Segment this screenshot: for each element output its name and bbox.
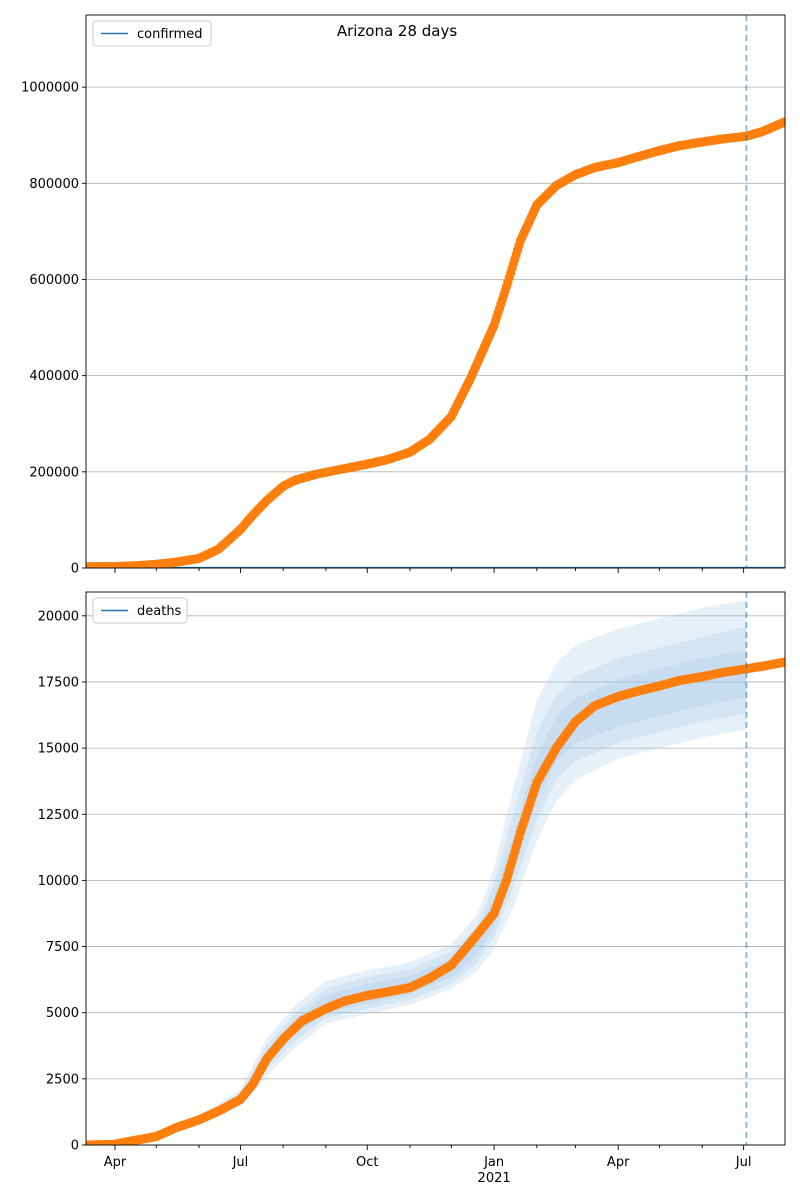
y-tick-label: 800000 — [29, 177, 79, 192]
legend-box — [92, 597, 188, 624]
y-tick-label: 5000 — [46, 1006, 79, 1021]
y-tick-label: 1000000 — [21, 81, 79, 96]
y-tick-label: 400000 — [29, 369, 79, 384]
x-tick-label: Jul — [735, 1155, 752, 1170]
legend-label: deaths — [137, 604, 182, 619]
x-tick-label: Oct — [356, 1155, 378, 1170]
y-tick-label: 0 — [71, 1139, 79, 1154]
x-tick-label: Jan — [483, 1155, 504, 1170]
observed-point — [780, 657, 785, 667]
legend-label: confirmed — [137, 27, 203, 42]
y-tick-label: 12500 — [38, 808, 79, 823]
y-tick-label: 2500 — [46, 1072, 79, 1087]
axes-frame — [85, 591, 786, 1146]
y-tick-label: 15000 — [38, 742, 79, 757]
uncertainty-band — [86, 599, 747, 1145]
observed-point — [780, 117, 785, 127]
x-tick-label: Apr — [104, 1155, 127, 1170]
y-tick-label: 200000 — [29, 465, 79, 480]
legend: deaths — [92, 597, 188, 624]
x-year-label: 2021 — [478, 1171, 511, 1186]
deaths-panel: 0 2500 5000 7500 10000 12500 15000 17500 20000 Ap… — [38, 591, 786, 1186]
x-tick-label: Jul — [232, 1155, 249, 1170]
legend-box — [92, 20, 212, 47]
confirmed-panel: 0 200000 400000 600000 800000 1000000 confirme… — [21, 14, 786, 577]
y-tick-label: 17500 — [38, 675, 79, 690]
y-tick-label: 7500 — [46, 940, 79, 955]
legend: confirmed — [92, 20, 212, 47]
plot-area — [86, 117, 785, 568]
y-tick-label: 600000 — [29, 273, 79, 288]
axes-frame — [85, 14, 786, 569]
figure-title: Arizona 28 days — [337, 22, 458, 40]
uncertainty-band — [86, 650, 747, 1145]
y-tick-label: 10000 — [38, 874, 79, 889]
plot-area — [86, 599, 785, 1145]
uncertainty-band — [86, 626, 747, 1145]
y-tick-label: 20000 — [38, 609, 79, 624]
x-tick-label: Apr — [607, 1155, 630, 1170]
y-tick-label: 0 — [71, 562, 79, 577]
